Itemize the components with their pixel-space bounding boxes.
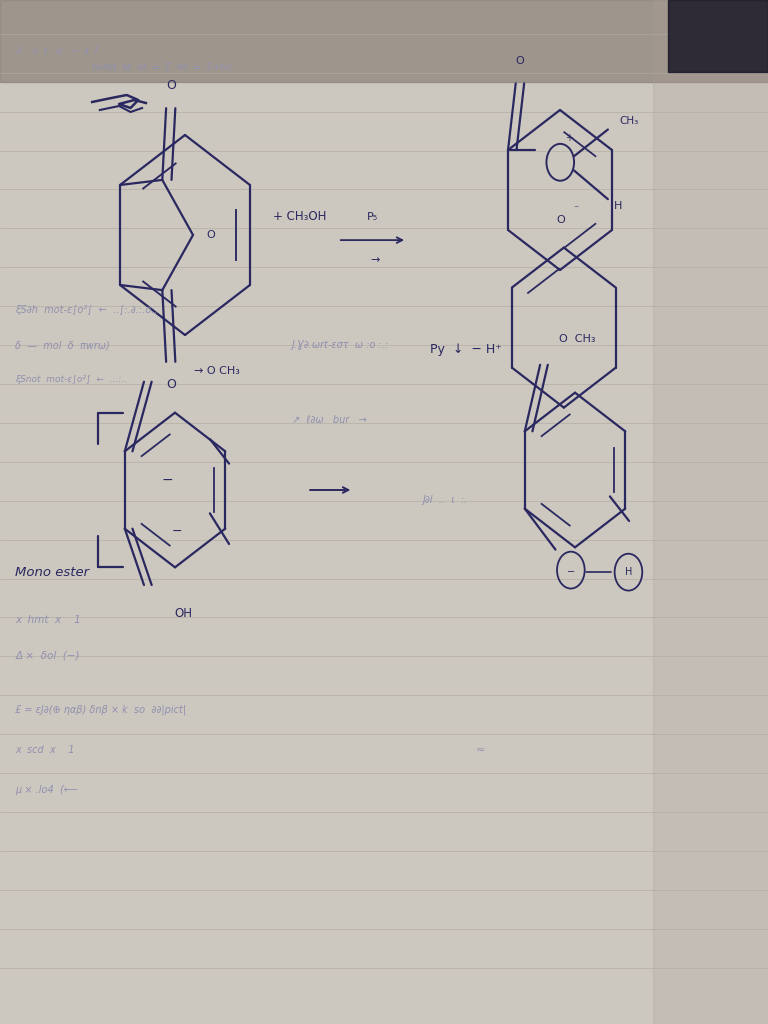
Text: ξSnot  mot-ε∫o²∫  ←  ...:..: ξSnot mot-ε∫o²∫ ← ...:..	[15, 376, 127, 384]
Text: CH₃: CH₃	[620, 117, 639, 126]
Text: →: →	[370, 256, 379, 265]
Text: H: H	[624, 567, 632, 578]
Text: ≈: ≈	[476, 745, 485, 755]
Text: J∂l  ..  ι  :.: J∂l .. ι :.	[422, 495, 468, 505]
Text: x  hmt  x    1: x hmt x 1	[15, 615, 81, 625]
Text: O  CH₃: O CH₃	[559, 334, 596, 344]
Text: −: −	[161, 473, 173, 486]
Text: A    ο  ℓ   d   ~  ∂  f: A ο ℓ d ~ ∂ f	[15, 47, 98, 56]
Text: ξS∂h  mot-ε∫o²∫  ←  ..∫:.∂.:.o:.: ξS∂h mot-ε∫o²∫ ← ..∫:.∂.:.o:.	[15, 305, 158, 315]
Text: μ × .lo4  (⟵: μ × .lo4 (⟵	[15, 785, 78, 795]
Text: O: O	[207, 230, 216, 240]
Text: ↗  ℓ∂ω   bur   →: ↗ ℓ∂ω bur →	[292, 415, 366, 425]
Text: hc∂ot  ∂∂  ot  =  Σ  ≡t  =  Σ+hη: hc∂ot ∂∂ ot = Σ ≡t = Σ+hη	[92, 63, 231, 73]
Text: H: H	[614, 202, 622, 211]
Text: + CH₃OH: + CH₃OH	[273, 210, 326, 223]
Text: ⁻: ⁻	[573, 205, 578, 214]
Polygon shape	[668, 0, 768, 72]
Text: x  scd  x    1: x scd x 1	[15, 745, 74, 755]
Text: Δ ×  δol  (−): Δ × δol (−)	[15, 650, 80, 660]
Text: −: −	[567, 567, 575, 578]
Text: O: O	[166, 79, 176, 92]
Text: J.Ɣ∂.ωrt-εστ  ω :o :.:: J.Ɣ∂.ωrt-εστ ω :o :.:	[292, 340, 389, 350]
Bar	[653, 0, 768, 1024]
Text: Mono ester: Mono ester	[15, 565, 90, 579]
Text: O: O	[166, 378, 176, 391]
Text: O: O	[556, 215, 564, 224]
Text: −: −	[171, 524, 182, 538]
Text: → O CH₃: → O CH₃	[194, 367, 240, 377]
Text: OH: OH	[174, 607, 193, 621]
Text: P₅: P₅	[367, 212, 378, 221]
Text: +: +	[564, 133, 573, 142]
Text: Py  ↓  − H⁺: Py ↓ − H⁺	[430, 343, 502, 356]
Text: δ  —  mol  δ  πwrω): δ — mol δ πwrω)	[15, 340, 110, 350]
Bar	[0, 0, 768, 82]
Text: O: O	[515, 56, 524, 66]
Text: £ = εJ∂(⊕ ηαβ) δnβ × k  so  ∂∂|pict|: £ = εJ∂(⊕ ηαβ) δnβ × k so ∂∂|pict|	[15, 705, 187, 715]
